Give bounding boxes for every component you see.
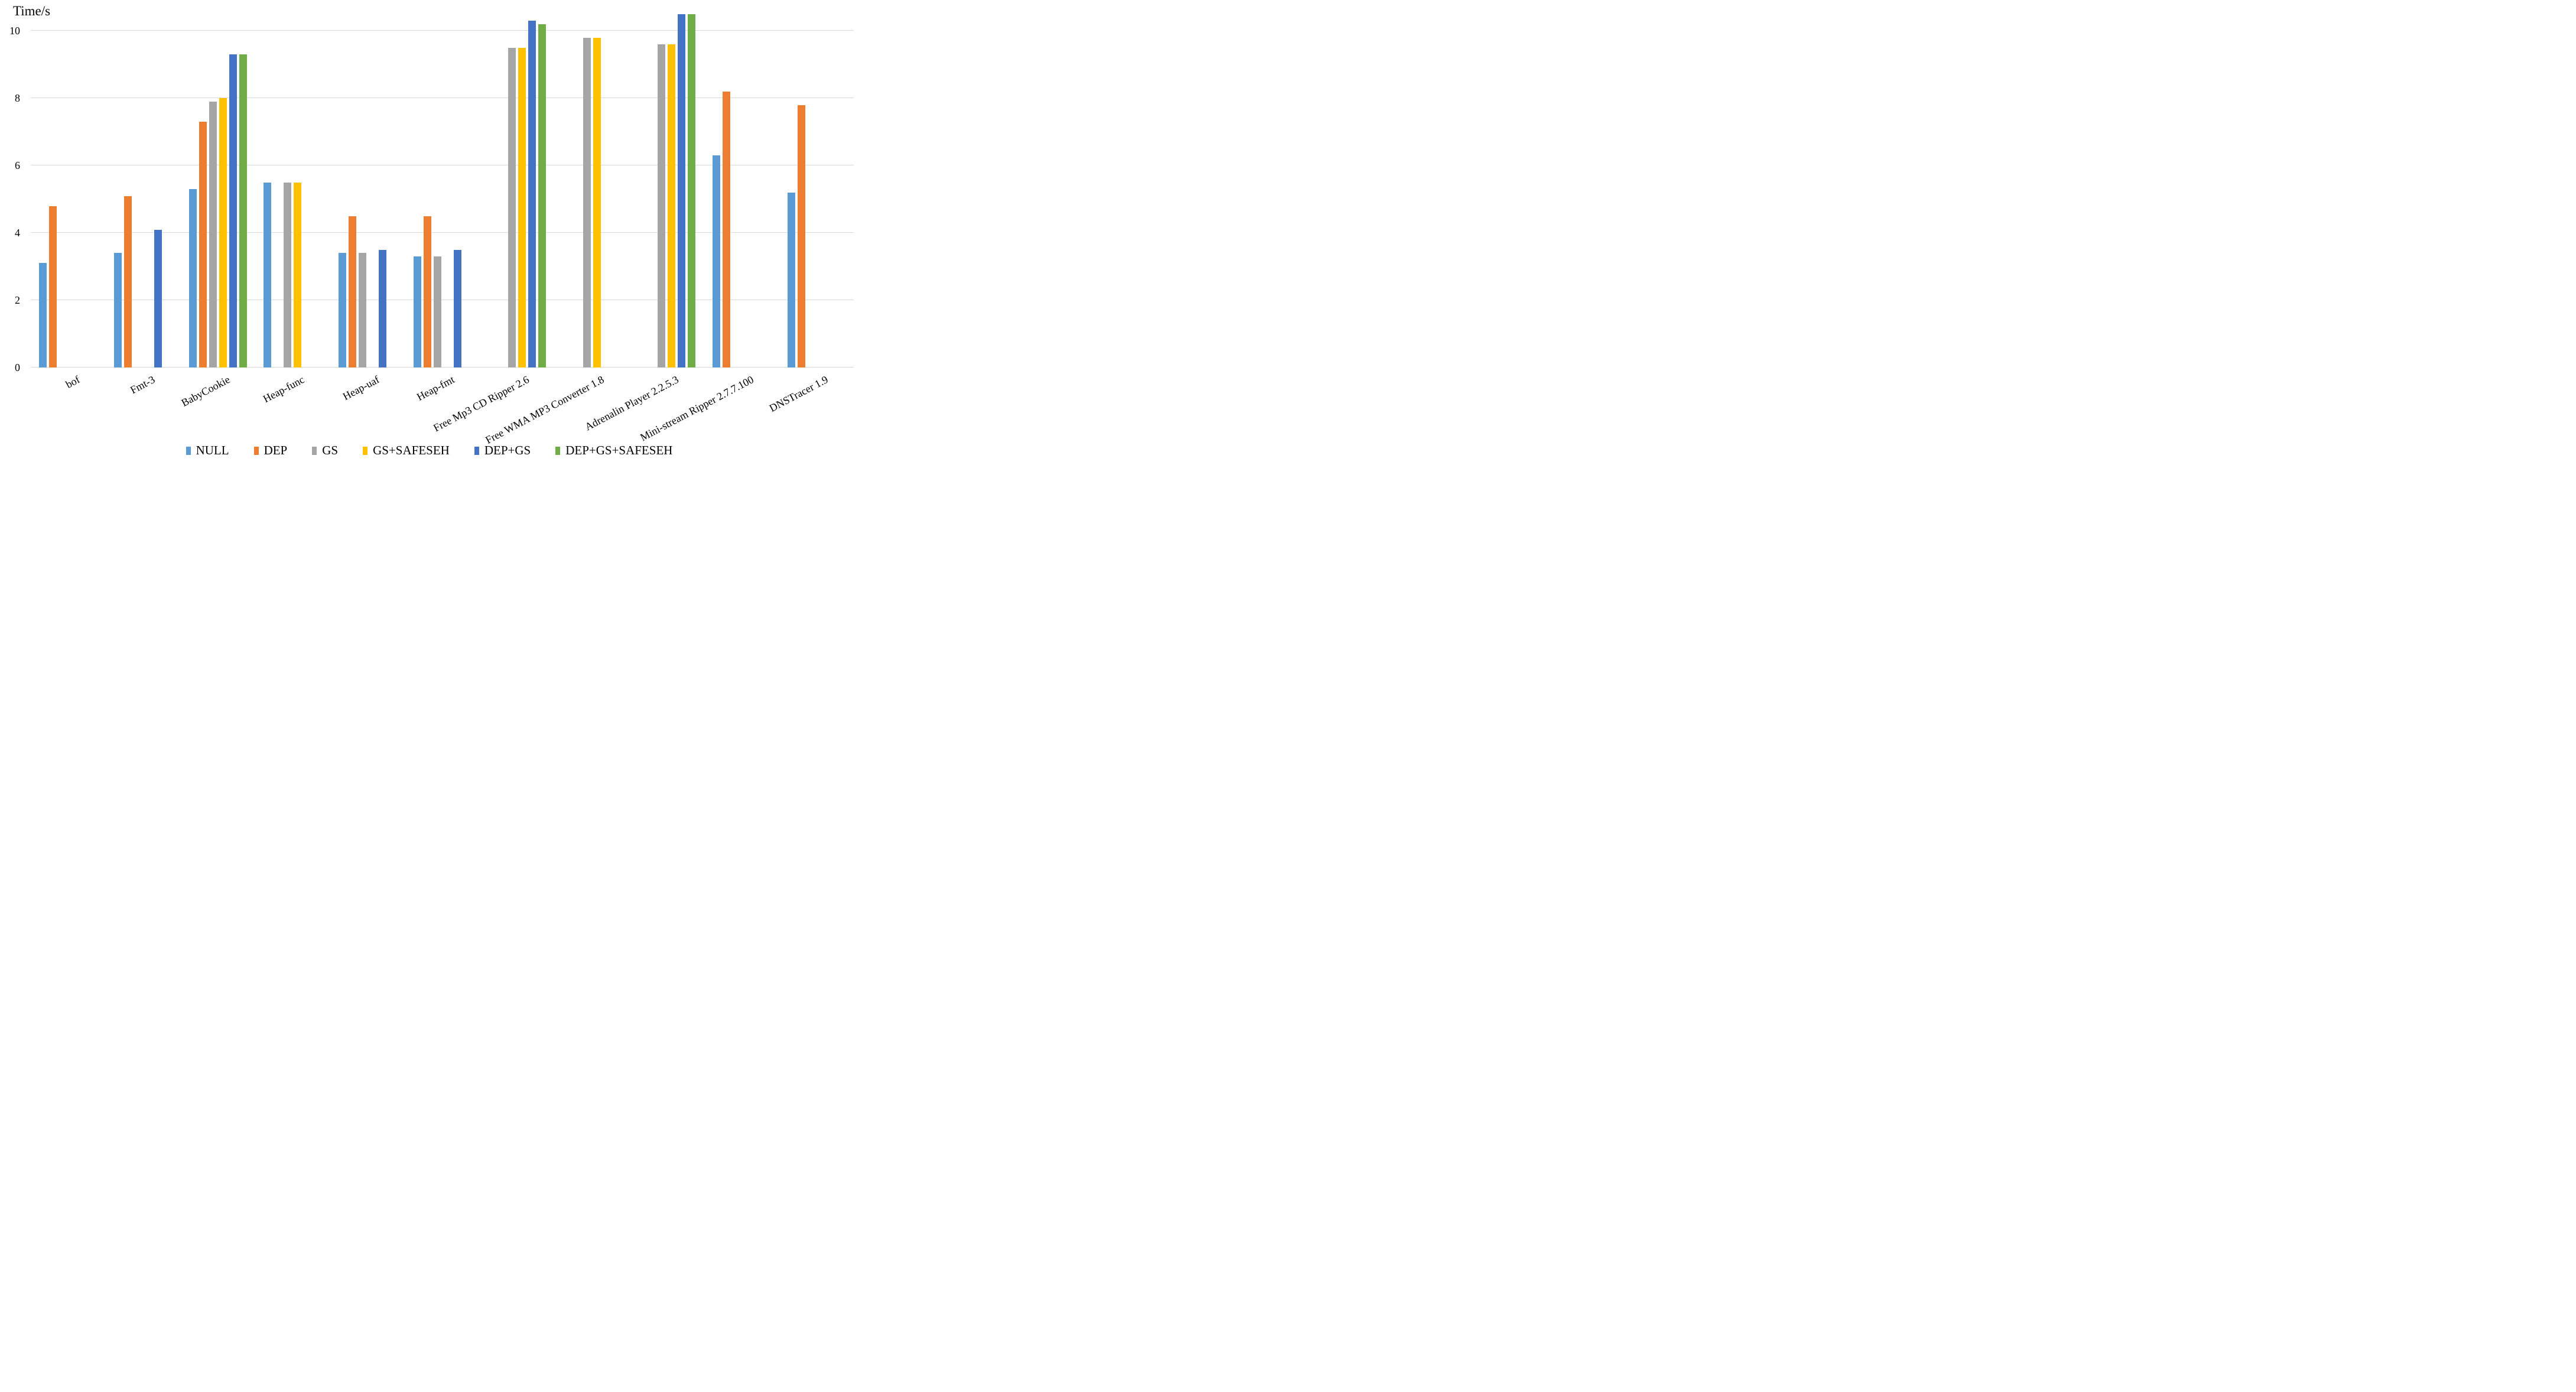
y-tick-label: 10 bbox=[9, 25, 20, 37]
legend-label: DEP+GS bbox=[484, 443, 531, 457]
bar bbox=[433, 256, 441, 367]
bar-group bbox=[704, 14, 779, 367]
x-category-label: bof bbox=[64, 373, 82, 391]
bar-group bbox=[405, 14, 480, 367]
bar bbox=[188, 189, 197, 367]
bar bbox=[658, 44, 666, 367]
bar bbox=[113, 253, 122, 367]
legend-label: DEP+GS+SAFESEH bbox=[565, 443, 673, 457]
legend-item: DEP bbox=[253, 443, 288, 457]
bar-group bbox=[779, 14, 854, 367]
bar-group bbox=[330, 14, 405, 367]
x-category-label: Heap-uaf bbox=[340, 373, 382, 403]
bar bbox=[593, 37, 601, 367]
bar-group bbox=[255, 14, 330, 367]
legend-label: GS+SAFESEH bbox=[373, 443, 450, 457]
bar bbox=[723, 92, 731, 367]
gridline-y10 bbox=[31, 30, 854, 31]
bar-chart: Time/s 0 2 4 6 8 10 bof Fmt-3 BabyCookie Heap-fu… bbox=[0, 0, 858, 464]
y-tick-label: 2 bbox=[15, 294, 20, 307]
legend-item: GS+SAFESEH bbox=[363, 444, 450, 457]
y-tick-label: 6 bbox=[15, 160, 20, 172]
legend-label: GS bbox=[322, 443, 339, 457]
x-category-label: Free WMA MP3 Converter 1.8 bbox=[483, 373, 606, 446]
bar bbox=[358, 253, 366, 367]
y-tick-label: 8 bbox=[15, 92, 20, 105]
bar bbox=[528, 21, 536, 367]
bar bbox=[239, 54, 247, 367]
bar bbox=[154, 229, 162, 367]
legend-label: NULL bbox=[196, 443, 229, 457]
legend-swatch-icon bbox=[363, 446, 368, 455]
bar bbox=[264, 182, 272, 367]
y-axis-tick-labels: 0 2 4 6 8 10 bbox=[0, 14, 25, 373]
bar bbox=[453, 249, 461, 367]
bar bbox=[787, 192, 795, 367]
legend-swatch-icon bbox=[312, 446, 317, 455]
bar bbox=[209, 102, 217, 367]
bar bbox=[378, 249, 386, 367]
bar bbox=[678, 14, 686, 367]
bar-group bbox=[106, 14, 181, 367]
x-category-label: DNSTracer 1.9 bbox=[767, 373, 831, 414]
legend-swatch-icon bbox=[555, 446, 561, 455]
bar bbox=[423, 216, 431, 367]
gridline-y8 bbox=[31, 97, 854, 99]
bar bbox=[123, 196, 132, 367]
bar bbox=[413, 256, 421, 367]
bar bbox=[688, 14, 696, 367]
bar bbox=[797, 105, 805, 367]
bar bbox=[348, 216, 356, 367]
legend-swatch-icon bbox=[474, 446, 479, 455]
x-category-label: Fmt-3 bbox=[128, 373, 157, 396]
y-tick-label: 4 bbox=[15, 227, 20, 239]
bar bbox=[49, 206, 57, 367]
legend-swatch-icon bbox=[186, 446, 191, 455]
bar bbox=[508, 47, 516, 367]
legend-label: DEP bbox=[264, 443, 288, 457]
bar-group bbox=[31, 14, 106, 367]
bar bbox=[338, 253, 346, 367]
bar bbox=[518, 47, 526, 367]
bar bbox=[284, 182, 292, 367]
bar bbox=[39, 263, 47, 367]
bar bbox=[294, 182, 302, 367]
gridline-y4 bbox=[31, 232, 854, 233]
bar-group bbox=[180, 14, 255, 367]
bar bbox=[199, 122, 207, 367]
x-axis-category-labels: bof Fmt-3 BabyCookie Heap-func Heap-uaf Heap-… bbox=[31, 367, 854, 446]
bar-groups bbox=[31, 14, 854, 367]
bar bbox=[219, 98, 227, 367]
legend-swatch-icon bbox=[253, 446, 259, 455]
bar-group bbox=[480, 14, 555, 367]
bar bbox=[538, 24, 547, 367]
legend-item: NULL bbox=[186, 444, 229, 457]
plot-area bbox=[31, 14, 854, 367]
x-category-label: Heap-func bbox=[261, 373, 307, 405]
legend-item: DEP+GS+SAFESEH bbox=[555, 444, 672, 457]
bar bbox=[668, 44, 676, 367]
legend: NULL DEP GS GS+SAFESEH DEP+GS DEP+GS+SAFESEH bbox=[0, 444, 858, 457]
x-category-label: BabyCookie bbox=[179, 373, 232, 409]
y-tick-label: 0 bbox=[15, 362, 20, 373]
bar bbox=[229, 54, 237, 367]
bar-group bbox=[629, 14, 704, 367]
bar-group bbox=[554, 14, 629, 367]
x-category-label: Heap-fmt bbox=[414, 373, 456, 404]
bar bbox=[583, 37, 591, 367]
legend-item: GS bbox=[312, 444, 338, 457]
bar bbox=[713, 155, 721, 367]
y-axis-title: Time/s bbox=[13, 4, 51, 18]
legend-item: DEP+GS bbox=[474, 444, 531, 457]
